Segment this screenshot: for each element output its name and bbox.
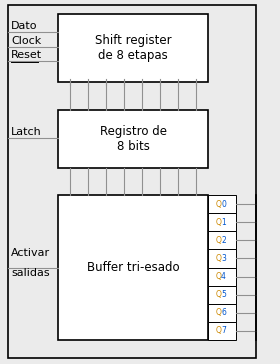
Text: Latch: Latch [11, 127, 42, 137]
Text: Q: Q [215, 254, 221, 263]
Bar [208, 231, 236, 249]
Text: 0: 0 [221, 199, 226, 209]
Bar [208, 195, 236, 213]
Text: Q: Q [215, 272, 221, 281]
Bar [58, 195, 208, 340]
Text: 1: 1 [221, 218, 226, 227]
Text: Q: Q [215, 236, 221, 245]
Text: salidas: salidas [11, 269, 50, 278]
Text: 2: 2 [221, 236, 226, 245]
Text: Clock: Clock [11, 36, 41, 46]
Bar [58, 110, 208, 168]
Text: Reset: Reset [11, 50, 42, 60]
Bar [208, 286, 236, 304]
Text: Q: Q [215, 290, 221, 299]
Text: 6: 6 [221, 308, 226, 317]
Text: Shift register
de 8 etapas: Shift register de 8 etapas [95, 34, 171, 62]
Bar [208, 322, 236, 340]
Text: Dato: Dato [11, 21, 38, 31]
Text: 3: 3 [221, 254, 226, 263]
Bar [208, 213, 236, 231]
Text: Q: Q [215, 218, 221, 227]
Text: 5: 5 [221, 290, 226, 299]
Text: Registro de
8 bits: Registro de 8 bits [99, 125, 167, 153]
Text: Q: Q [215, 327, 221, 336]
Text: 4: 4 [221, 272, 226, 281]
Bar [208, 249, 236, 268]
Text: Activar: Activar [11, 249, 50, 258]
Bar [8, 5, 256, 358]
Bar [208, 268, 236, 286]
Text: Q: Q [215, 308, 221, 317]
Text: Buffer tri-esado: Buffer tri-esado [87, 261, 179, 274]
Text: Q: Q [215, 199, 221, 209]
Text: 7: 7 [221, 327, 226, 336]
Bar [58, 14, 208, 82]
Bar [208, 304, 236, 322]
